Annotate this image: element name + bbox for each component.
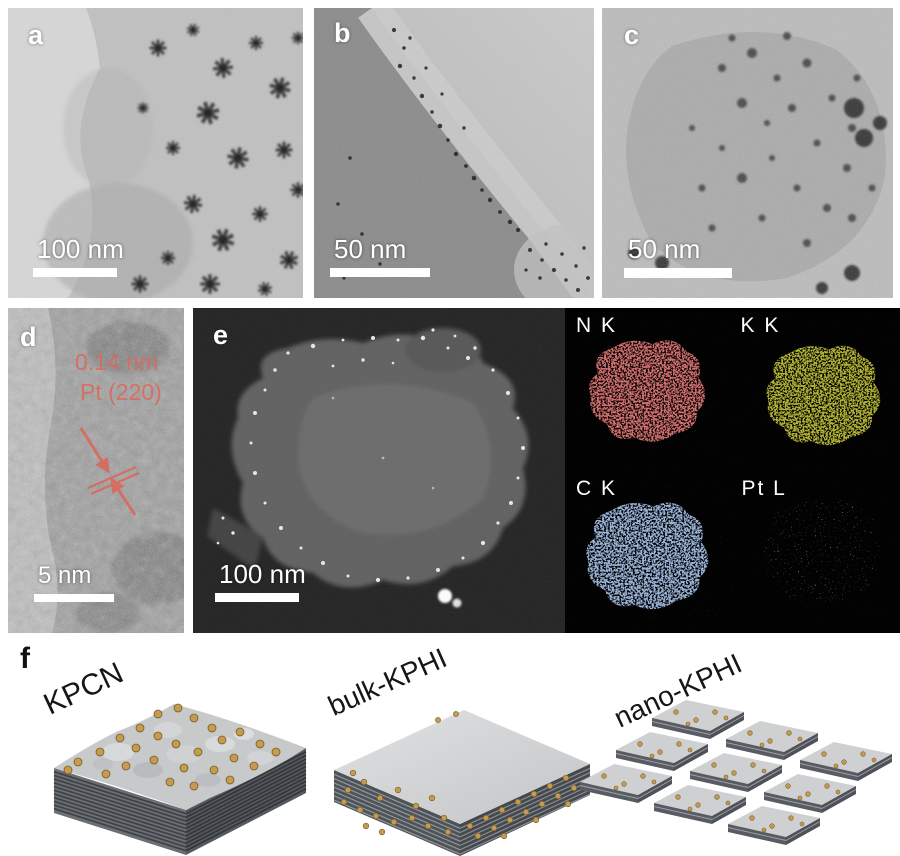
scalebar-text-b: 50 nm [334,234,407,264]
scalebar-text-c: 50 nm [628,234,701,264]
tem-art-c [602,8,893,298]
stem-art-e [193,308,565,633]
eds-map-n-k: N K [565,308,733,471]
kpcn-surface-bumps [93,722,273,787]
scalebar-b: 50 nm [330,236,430,277]
scalebar-line-b [330,268,430,277]
scalebar-a: 100 nm [33,236,124,277]
tem-art-b [314,8,594,298]
schematic-art [53,699,892,856]
scalebar-line-a [33,268,117,277]
eds-label-n-k: N K [576,314,618,337]
eds-map-pt-l: Pt L [732,470,900,633]
tem-art-a [8,8,303,298]
hrtem-image-d: 0.14 nm Pt (220) d 5 nm [8,308,184,633]
bulk-left-layers [333,773,461,855]
scalebar-line-c [624,268,732,278]
scalebar-text-a: 100 nm [37,234,124,264]
lattice-spacing-arrows [79,427,140,516]
panel-label-a: a [28,20,44,50]
kpcn-gold-particles [63,703,281,791]
tem-image-a: a 100 nm [8,8,303,298]
panel-label-e: e [213,320,229,350]
eds-label-k-k: K K [740,314,781,337]
hrtem-art-d: 0.14 nm Pt (220) [8,308,184,633]
eds-map-grid: N K K K C K Pt L [565,308,900,633]
kpcn-left-layers [53,770,187,852]
eds-art-n-k [565,308,733,471]
eds-art-k-k [732,308,900,471]
lattice-annotation: 0.14 nm Pt (220) [75,349,162,405]
scalebar-text-d: 5 nm [38,562,92,589]
grain-overlay [193,308,565,633]
eds-label-pt-l: Pt L [741,476,787,500]
eds-art-c-k [565,470,733,633]
panel-label-b: b [334,18,351,48]
scalebar-c: 50 nm [624,236,732,278]
tem-image-c: c 50 nm [602,8,893,298]
scalebar-line-e [215,593,299,602]
bulk-top-face [334,710,590,824]
kpcn-right-layers [185,750,307,852]
eds-label-c-k: C K [576,476,618,500]
kpcn-stack [53,703,307,855]
scalebar-line-d [34,594,114,602]
eds-map-k-k: K K [732,308,900,471]
stem-image-e: e 100 nm [193,308,565,633]
grain-overlay [314,8,594,298]
annotation-line2: Pt (220) [80,379,162,405]
scalebar-d: 5 nm [34,564,114,602]
panel-label-d: d [20,322,37,352]
eds-map-c-k: C K [565,470,733,633]
grain-overlay [8,8,303,298]
scalebar-e: 100 nm [215,561,306,602]
tem-image-b: b 50 nm [314,8,594,298]
bulk-gold-particles [340,711,578,840]
grain-overlay [602,8,893,298]
eds-art-pt-l [732,470,900,633]
panel-label-c: c [624,20,640,50]
bulk-kphi-stack [333,710,591,856]
panel-label-f: f [20,642,30,675]
scalebar-text-e: 100 nm [219,559,306,589]
annotation-line1: 0.14 nm [75,349,158,375]
